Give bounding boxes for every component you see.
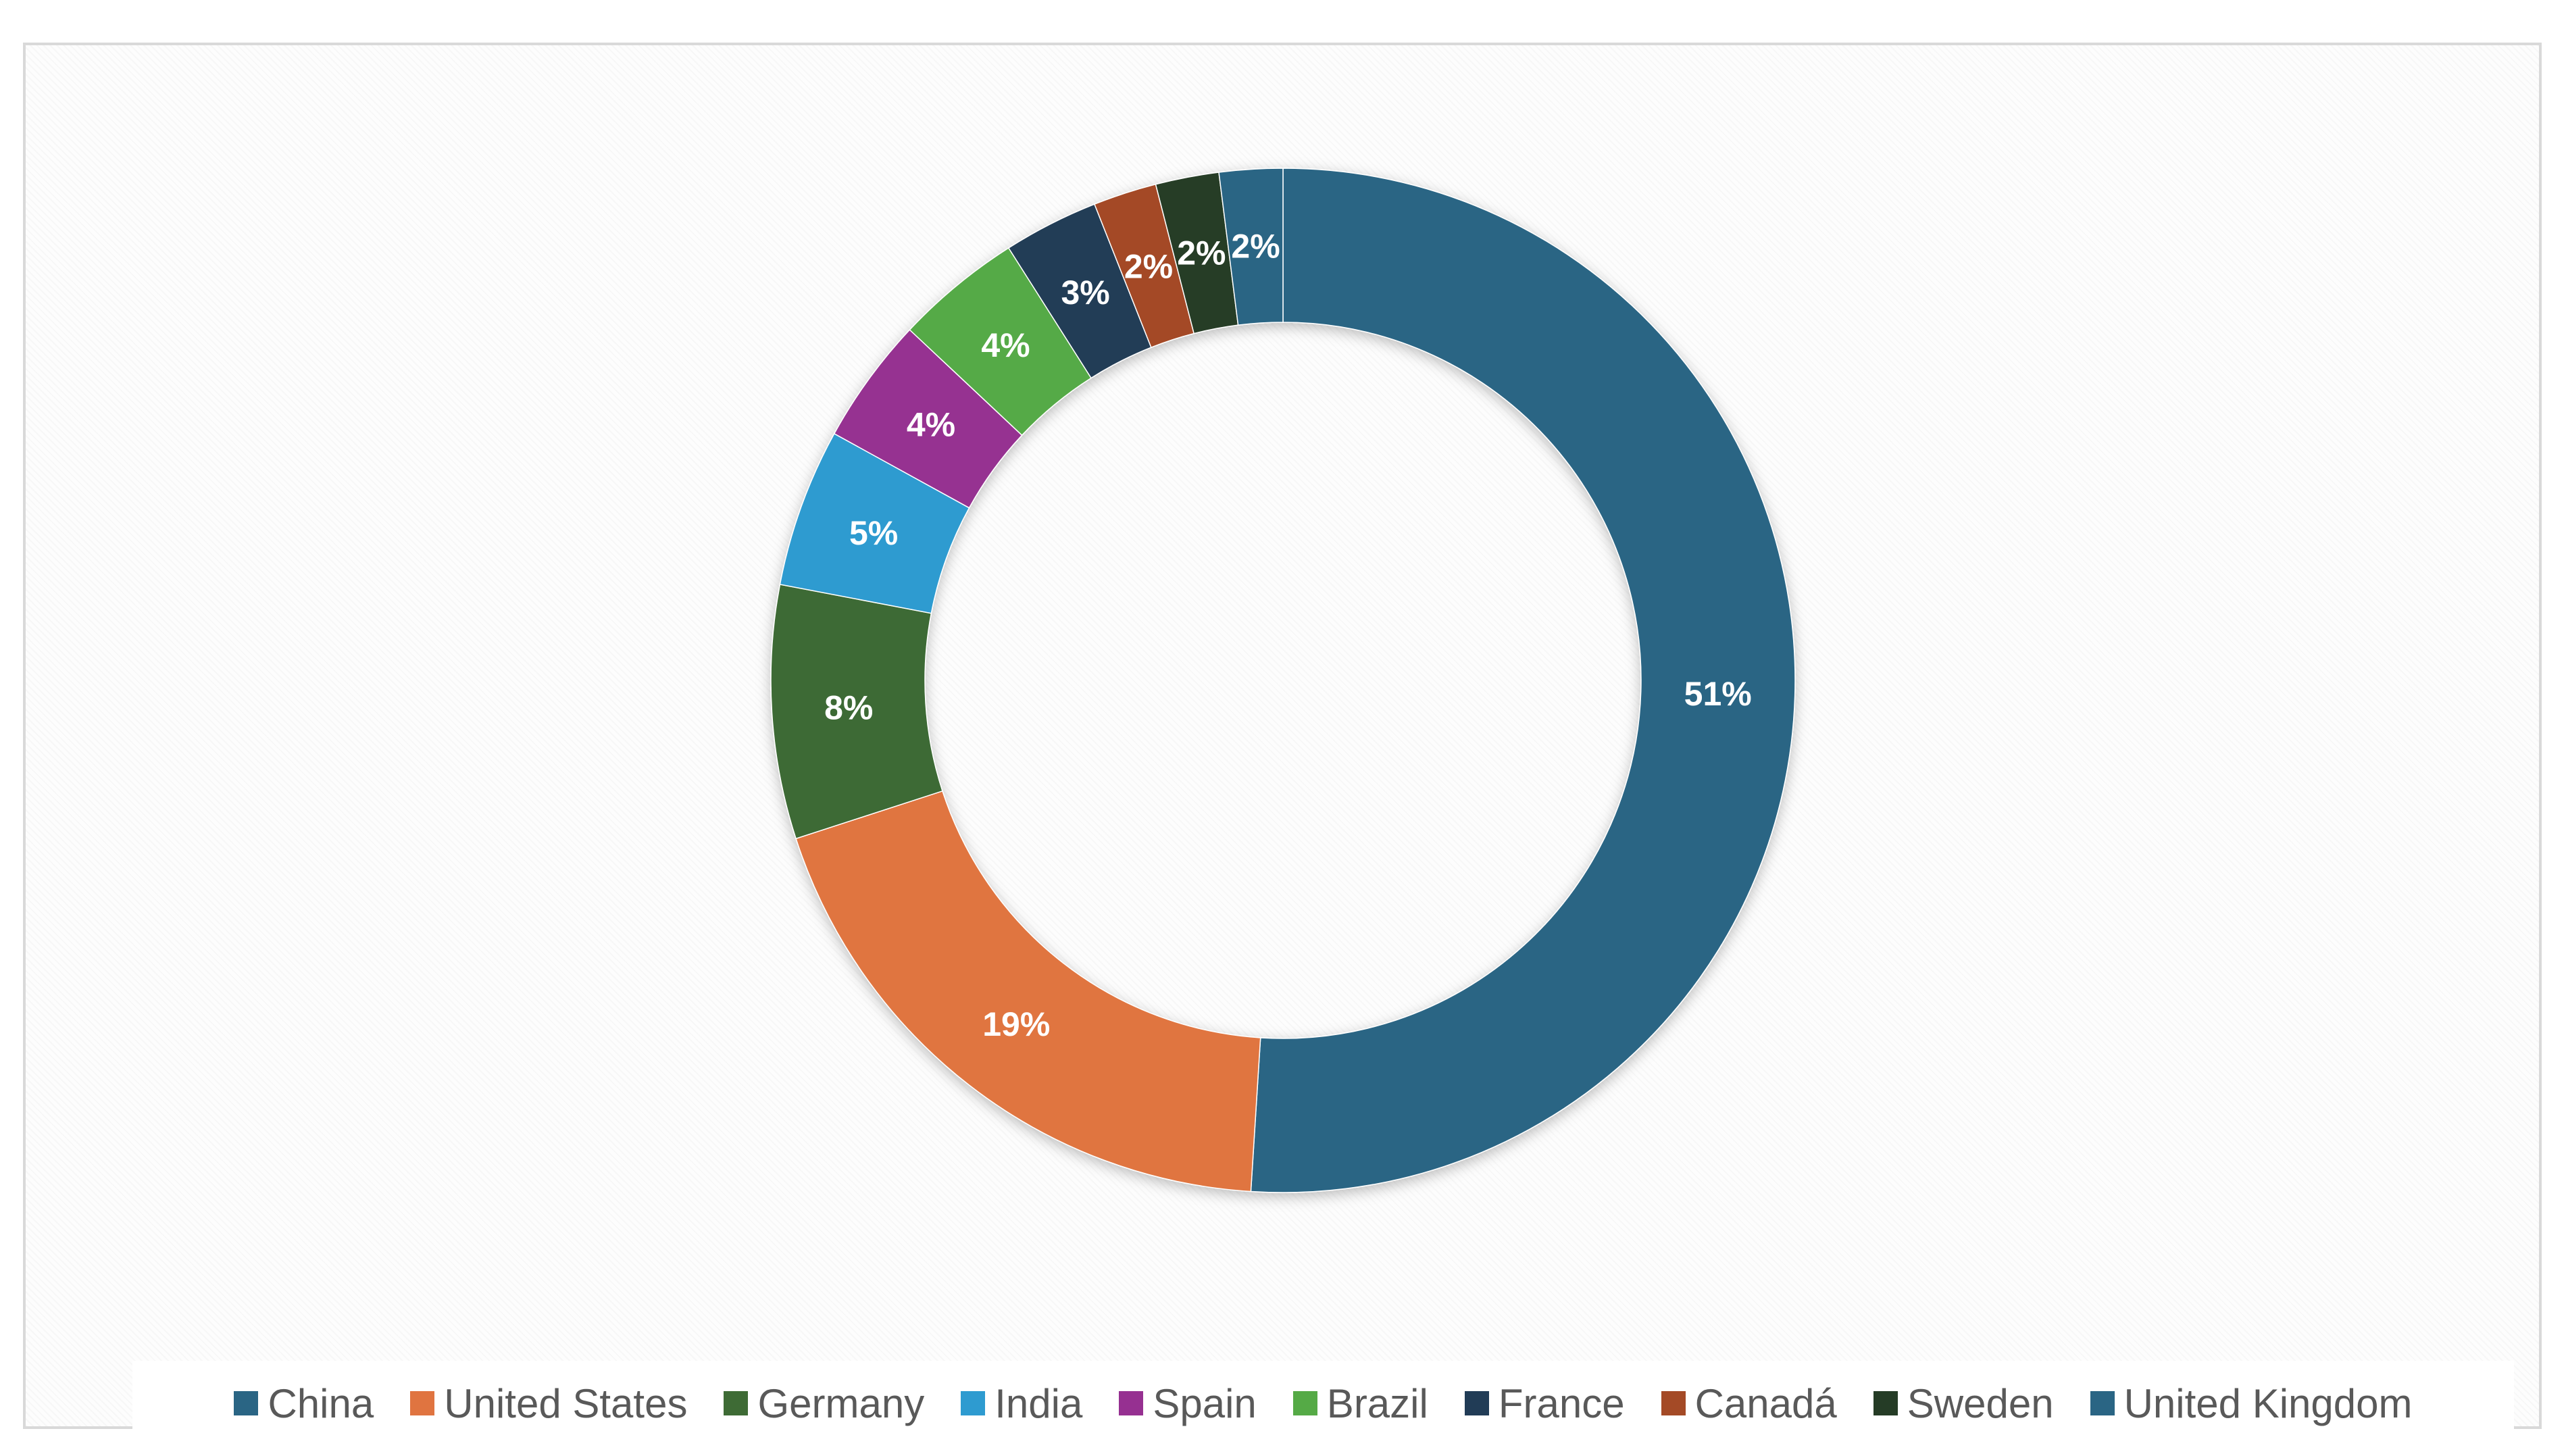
- data-label-united-states: 19%: [982, 1005, 1050, 1043]
- donut-slices: [770, 168, 1796, 1193]
- legend-swatch: [1873, 1391, 1898, 1415]
- legend-swatch: [2090, 1391, 2115, 1415]
- slice-united-kingdom: [1218, 168, 1284, 326]
- legend-item-canada: Canadá: [1661, 1380, 1837, 1427]
- legend-label: Spain: [1153, 1380, 1257, 1426]
- chart-legend: China United States Germany India Spain Brazi…: [132, 1361, 2514, 1446]
- legend-label: United States: [444, 1380, 688, 1426]
- legend-item-united-states: United States: [410, 1380, 687, 1427]
- legend-item-spain: Spain: [1119, 1380, 1257, 1427]
- legend-label: Canadá: [1694, 1380, 1837, 1426]
- data-label-china: 51%: [1684, 675, 1752, 713]
- legend-label: India: [995, 1380, 1083, 1426]
- data-label-spain: 4%: [907, 405, 955, 443]
- legend-label: Sweden: [1907, 1380, 2054, 1426]
- data-label-canada: 2%: [1124, 248, 1173, 286]
- legend-item-france: France: [1464, 1380, 1625, 1427]
- legend-label: Brazil: [1326, 1380, 1428, 1426]
- legend-item-india: India: [961, 1380, 1082, 1427]
- donut-data-labels: 51%19%8%5%4%4%3%2% 2% 2%: [824, 227, 1752, 1043]
- slice-china: [1250, 168, 1796, 1193]
- legend-swatch: [1292, 1391, 1317, 1415]
- legend-swatch: [1119, 1391, 1144, 1415]
- legend-item-brazil: Brazil: [1292, 1380, 1428, 1427]
- data-label-germany: 8%: [824, 688, 873, 726]
- legend-label: France: [1498, 1380, 1625, 1426]
- data-label-france: 3%: [1061, 274, 1109, 311]
- data-label-india: 5%: [849, 514, 898, 552]
- legend-swatch: [961, 1391, 986, 1415]
- legend-label: United Kingdom: [2123, 1380, 2413, 1426]
- legend-item-sweden: Sweden: [1873, 1380, 2054, 1427]
- legend-swatch: [410, 1391, 435, 1415]
- legend-swatch: [724, 1391, 749, 1415]
- data-label-united-kingdom: 2%: [1231, 227, 1280, 265]
- legend-item-china: China: [234, 1380, 374, 1427]
- slice-united-states: [795, 790, 1261, 1193]
- data-label-sweden: 2%: [1177, 234, 1226, 272]
- legend-swatch: [1661, 1391, 1686, 1415]
- legend-label: Germany: [757, 1380, 925, 1426]
- data-label-brazil: 4%: [981, 326, 1030, 364]
- legend-label: China: [268, 1380, 374, 1426]
- legend-item-germany: Germany: [724, 1380, 924, 1427]
- donut-chart: 51%19%8%5%4%4%3%2% 2% 2%: [770, 168, 1796, 1193]
- legend-item-united-kingdom: United Kingdom: [2090, 1380, 2413, 1427]
- legend-swatch: [234, 1391, 259, 1415]
- legend-swatch: [1464, 1391, 1489, 1415]
- chart-area: 51% 19% 8% 5% 4% 4% 3% 2% 2% 2% China United State…: [23, 43, 2542, 1446]
